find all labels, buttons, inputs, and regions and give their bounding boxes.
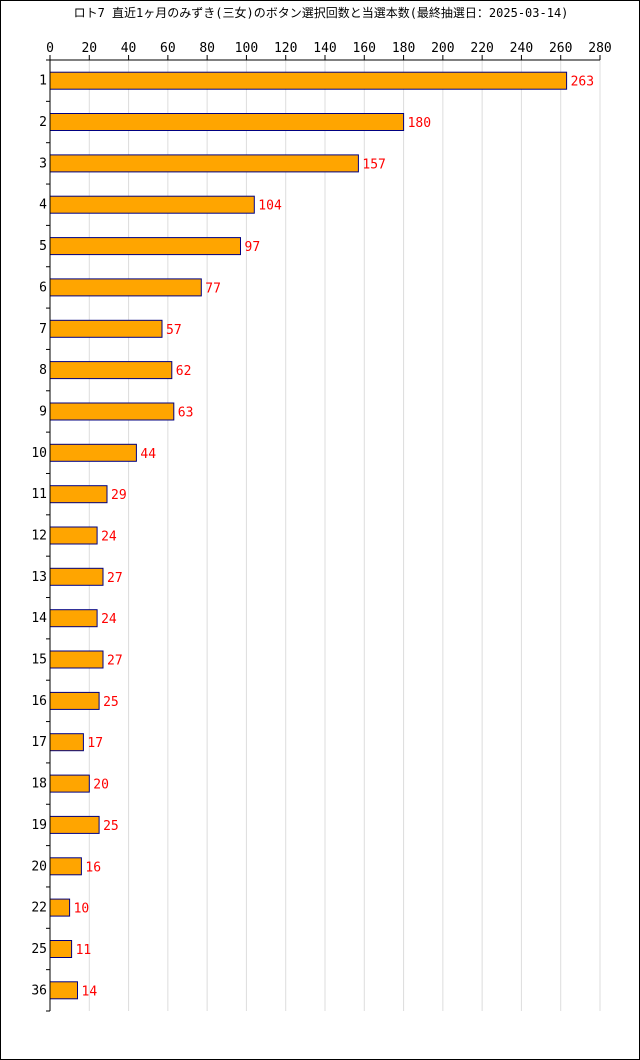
data-label: 10 xyxy=(74,902,90,917)
x-tick-label: 80 xyxy=(199,41,215,56)
data-label: 62 xyxy=(176,364,192,379)
x-tick-label: 0 xyxy=(46,41,54,56)
x-tick-label: 240 xyxy=(510,41,533,56)
bar xyxy=(49,940,73,958)
labels: 0 20 40 60 80 100 120 140 160 180 200 220 240 260 2801… xyxy=(31,41,611,999)
data-label: 157 xyxy=(362,157,385,172)
category-label: 5 xyxy=(39,239,47,254)
x-tick-label: 60 xyxy=(160,41,176,56)
axes xyxy=(46,55,601,1012)
bar xyxy=(49,981,78,1000)
data-label: 104 xyxy=(258,199,282,214)
bar xyxy=(49,278,202,297)
category-label: 13 xyxy=(31,570,47,585)
bar xyxy=(49,361,173,380)
bars xyxy=(49,71,568,1000)
bar xyxy=(49,113,405,131)
data-label: 16 xyxy=(85,860,101,875)
x-tick-label: 220 xyxy=(470,41,493,56)
bar xyxy=(49,485,108,504)
data-label: 14 xyxy=(82,984,98,999)
data-label: 180 xyxy=(408,116,431,131)
data-label: 25 xyxy=(103,819,119,834)
x-tick-label: 180 xyxy=(392,41,415,56)
x-tick-label: 280 xyxy=(588,41,611,56)
category-label: 2 xyxy=(39,115,47,130)
category-label: 20 xyxy=(31,859,47,874)
category-label: 19 xyxy=(31,818,47,833)
bar xyxy=(49,650,104,669)
x-tick-label: 20 xyxy=(81,41,97,56)
bar xyxy=(49,898,71,917)
bar xyxy=(49,402,175,421)
bar xyxy=(49,237,241,256)
data-label: 77 xyxy=(205,281,221,296)
x-tick-label: 100 xyxy=(235,41,258,56)
data-label: 263 xyxy=(571,75,594,90)
category-label: 17 xyxy=(31,735,47,750)
category-label: 16 xyxy=(31,694,47,709)
data-label: 63 xyxy=(178,406,194,421)
data-label: 24 xyxy=(101,530,117,545)
bar xyxy=(49,774,90,793)
bar xyxy=(49,71,568,90)
category-label: 25 xyxy=(31,942,47,957)
data-label: 25 xyxy=(103,695,119,710)
category-label: 11 xyxy=(31,487,47,502)
bar xyxy=(49,154,359,173)
data-label: 44 xyxy=(140,447,156,462)
bar xyxy=(49,815,100,834)
data-label: 11 xyxy=(76,943,92,958)
bar xyxy=(49,319,163,338)
category-label: 4 xyxy=(39,198,47,213)
category-label: 8 xyxy=(39,363,47,378)
bar xyxy=(49,526,98,545)
data-label: 24 xyxy=(101,612,117,627)
bar xyxy=(49,195,255,214)
category-label: 1 xyxy=(39,74,47,89)
data-label: 97 xyxy=(245,240,261,255)
data-label: 27 xyxy=(107,571,123,586)
bar xyxy=(49,857,82,876)
x-tick-label: 260 xyxy=(549,41,572,56)
category-label: 36 xyxy=(31,983,47,998)
data-label: 20 xyxy=(93,778,109,793)
category-label: 7 xyxy=(39,322,47,337)
category-label: 9 xyxy=(39,405,47,420)
data-label: 27 xyxy=(107,654,123,669)
bar xyxy=(49,733,84,752)
x-tick-label: 200 xyxy=(431,41,454,56)
x-tick-label: 160 xyxy=(353,41,376,56)
x-tick-label: 140 xyxy=(313,41,336,56)
bar xyxy=(49,609,98,628)
bar xyxy=(49,567,104,586)
bar xyxy=(49,443,137,462)
category-label: 10 xyxy=(31,446,47,461)
category-label: 3 xyxy=(39,156,47,171)
data-label: 29 xyxy=(111,488,127,503)
category-label: 14 xyxy=(31,611,47,626)
chart-title: ロト7 直近1ヶ月のみずき(三女)のボタン選択回数と当選本数(最終抽選日：202… xyxy=(73,6,569,20)
bar xyxy=(49,691,100,710)
data-label: 17 xyxy=(87,736,103,751)
category-label: 18 xyxy=(31,777,47,792)
x-tick-label: 40 xyxy=(121,41,137,56)
category-label: 22 xyxy=(31,901,47,916)
data-label: 57 xyxy=(166,323,182,338)
category-label: 6 xyxy=(39,280,47,295)
category-label: 15 xyxy=(31,653,47,668)
grid-lines xyxy=(88,60,601,1011)
x-tick-label: 120 xyxy=(274,41,297,56)
category-label: 12 xyxy=(31,529,47,544)
